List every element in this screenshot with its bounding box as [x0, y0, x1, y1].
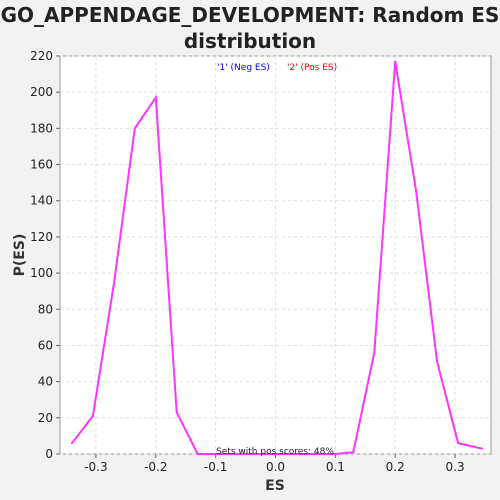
x-tick-label: 0.0 [266, 460, 285, 474]
data-point [481, 447, 484, 450]
data-point [415, 190, 418, 193]
series-line [71, 61, 483, 455]
y-tick-label: 160 [30, 158, 53, 172]
data-point [457, 442, 460, 445]
y-tick-label: 60 [38, 338, 53, 352]
grid [60, 55, 491, 455]
series-layer [70, 60, 484, 455]
y-tick-label: 140 [30, 194, 53, 208]
legend-entry-pos: '2' (Pos ES) [287, 63, 337, 73]
x-tick-label: -0.1 [204, 460, 227, 474]
data-point [436, 360, 439, 363]
y-tick-label: 120 [30, 230, 53, 244]
data-point [70, 442, 73, 445]
data-point [133, 127, 136, 130]
x-axis-label: ES [265, 478, 285, 494]
data-point [196, 453, 199, 455]
x-tick-label: 0.3 [446, 460, 465, 474]
x-tick-label: 0.1 [326, 460, 345, 474]
data-point [394, 60, 397, 63]
chart-title-line2: distribution [183, 29, 317, 53]
x-tick-label: 0.2 [386, 460, 405, 474]
y-axis-label: P(ES) [12, 234, 28, 277]
data-point [112, 282, 115, 285]
y-tick-label: 180 [30, 121, 53, 135]
y-tick-label: 40 [38, 375, 53, 389]
legend-entry-neg: '1' (Neg ES) [217, 63, 270, 73]
y-tick-label: 20 [38, 411, 53, 425]
y-tick-label: 200 [30, 85, 53, 99]
data-point [154, 96, 157, 99]
data-point [352, 451, 355, 454]
x-tick-label: -0.3 [84, 460, 107, 474]
data-point [334, 453, 337, 455]
y-tick-label: 80 [38, 302, 53, 316]
data-point [175, 411, 178, 414]
x-tick-label: -0.2 [144, 460, 167, 474]
data-point [373, 351, 376, 354]
annotation-text: Sets with pos scores: 48% [216, 447, 334, 457]
y-tick-label: 220 [30, 49, 53, 63]
data-point [91, 415, 94, 418]
y-tick-label: 0 [45, 447, 53, 461]
y-tick-label: 100 [30, 266, 53, 280]
chart-title-line1: GO_APPENDAGE_DEVELOPMENT: Random ES [0, 3, 500, 27]
chart-title: GO_APPENDAGE_DEVELOPMENT: Random ES dist… [0, 2, 500, 54]
data-point [214, 453, 217, 455]
